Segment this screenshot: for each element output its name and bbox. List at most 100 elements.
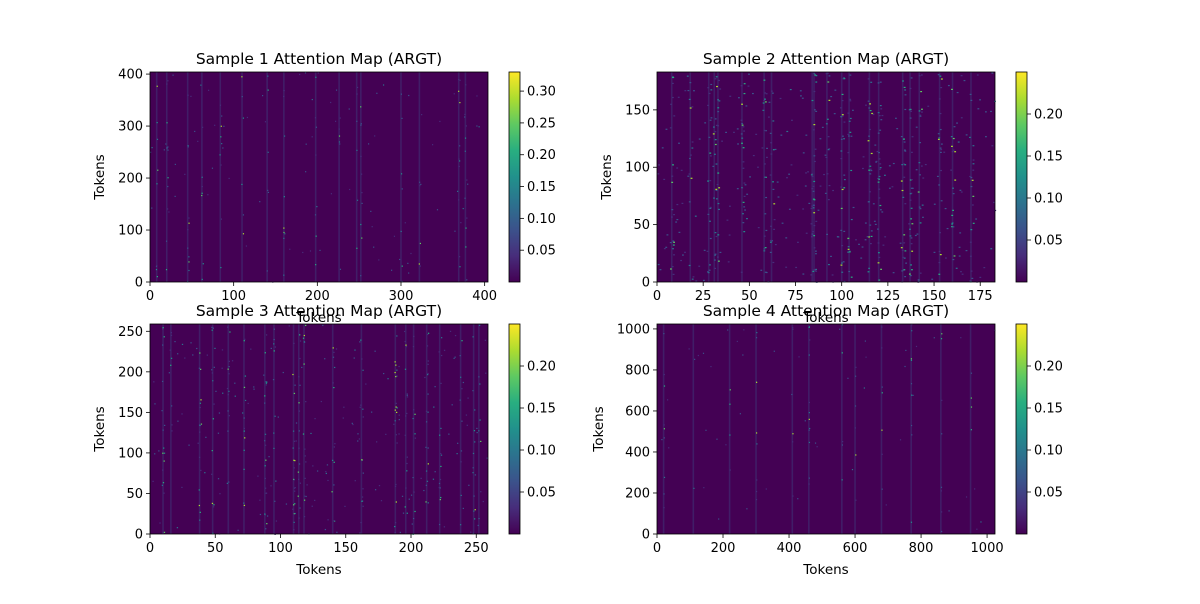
heatmap-cell: [331, 491, 332, 492]
heatmap-cell: [813, 207, 815, 208]
heatmap-cell: [707, 105, 709, 106]
heatmap-cell: [820, 185, 822, 186]
heatmap-cell: [738, 97, 740, 98]
heatmap-cell: [305, 496, 306, 497]
y-tick-label: 0: [135, 528, 143, 543]
colorbar-gradient: [509, 72, 520, 282]
heatmap-cell: [283, 227, 284, 228]
heatmap-cell: [884, 236, 886, 237]
heatmap-cell: [405, 345, 406, 346]
heatmap-cell: [770, 240, 772, 241]
heatmap-cell: [218, 433, 219, 434]
heatmap-cell: [412, 418, 413, 419]
y-tick-label: 800: [625, 363, 650, 378]
heatmap-cell: [849, 121, 851, 122]
heatmap-cell: [947, 228, 949, 229]
heatmap-cell: [889, 165, 891, 166]
heatmap-cell: [283, 232, 284, 233]
heatmap-cell: [839, 329, 840, 330]
heatmap-cell: [796, 195, 798, 196]
heatmap-cell: [678, 232, 680, 233]
heatmap-cell: [426, 421, 427, 422]
heatmap-cell: [663, 507, 664, 508]
heatmap-cell: [396, 403, 397, 404]
heatmap-cell: [670, 104, 672, 105]
heatmap-cell: [310, 250, 311, 251]
heatmap-cell: [941, 143, 943, 144]
heatmap-cell: [426, 411, 427, 412]
heatmap-cell: [184, 357, 185, 358]
heatmap-cell: [920, 91, 922, 92]
heatmap-cell: [716, 439, 717, 440]
heatmap-cell: [199, 368, 200, 369]
heatmap-cell: [200, 403, 201, 404]
heatmap-cell: [235, 396, 236, 397]
heatmap-cell: [391, 270, 392, 271]
column-stripe: [293, 324, 295, 534]
heatmap-cell: [410, 253, 411, 254]
heatmap-cell: [265, 121, 266, 122]
column-stripe: [405, 324, 407, 534]
heatmap-cell: [953, 193, 955, 194]
heatmap-cell: [756, 479, 757, 480]
heatmap-cell: [480, 491, 481, 492]
heatmap-background: [657, 72, 995, 282]
heatmap-cell: [916, 346, 917, 347]
heatmap-cell: [763, 248, 765, 249]
heatmap-cell: [171, 424, 172, 425]
heatmap-cell: [880, 209, 882, 210]
heatmap-cell: [802, 273, 804, 274]
heatmap-cell: [440, 497, 441, 498]
y-tick-label: 150: [118, 406, 143, 421]
heatmap-cell: [671, 182, 673, 183]
heatmap-cell: [811, 206, 813, 207]
heatmap-cell: [970, 242, 972, 243]
x-tick-label: 250: [464, 541, 489, 556]
heatmap-cell: [811, 234, 813, 235]
heatmap-cell: [764, 99, 766, 100]
heatmap-cell: [676, 219, 678, 220]
heatmap-cell: [378, 259, 379, 260]
heatmap-cell: [941, 490, 942, 491]
heatmap-cell: [903, 138, 905, 139]
heatmap-cell: [881, 347, 882, 348]
heatmap-cell: [357, 200, 358, 201]
heatmap-cell: [770, 226, 772, 227]
heatmap-cell: [213, 328, 214, 329]
heatmap-cell: [766, 272, 768, 273]
heatmap-cell: [198, 443, 199, 444]
column-stripe: [848, 72, 850, 282]
column-stripe: [162, 324, 164, 534]
heatmap-cell: [363, 473, 364, 474]
heatmap-cell: [479, 383, 480, 384]
heatmap-cell: [170, 350, 171, 351]
heatmap-cell: [360, 405, 361, 406]
heatmap-cell: [958, 141, 960, 142]
heatmap-cell: [405, 341, 406, 342]
heatmap-cell: [912, 188, 914, 189]
heatmap-cell: [904, 141, 906, 142]
heatmap-cell: [841, 139, 843, 140]
heatmap-cell: [878, 182, 880, 183]
colorbar-tick-label: 0.15: [527, 402, 556, 417]
heatmap-cell: [841, 272, 843, 273]
column-stripe: [228, 324, 230, 534]
heatmap-cell: [440, 453, 441, 454]
heatmap-cell: [228, 391, 229, 392]
heatmap-cell: [213, 418, 214, 419]
heatmap-cell: [336, 348, 337, 349]
heatmap-cell: [687, 176, 689, 177]
y-tick-label: 400: [625, 445, 650, 460]
column-stripe: [909, 72, 911, 282]
heatmap-cell: [273, 432, 274, 433]
heatmap-cell: [374, 351, 375, 352]
heatmap-cell: [902, 190, 904, 191]
heatmap-cell: [339, 141, 340, 142]
heatmap-cell: [869, 166, 871, 167]
heatmap-cell: [921, 165, 923, 166]
heatmap-cell: [909, 274, 911, 275]
x-tick-label: 0: [146, 541, 154, 556]
heatmap-cell: [164, 425, 165, 426]
heatmap-cell: [690, 154, 692, 155]
heatmap-cell: [221, 126, 222, 127]
